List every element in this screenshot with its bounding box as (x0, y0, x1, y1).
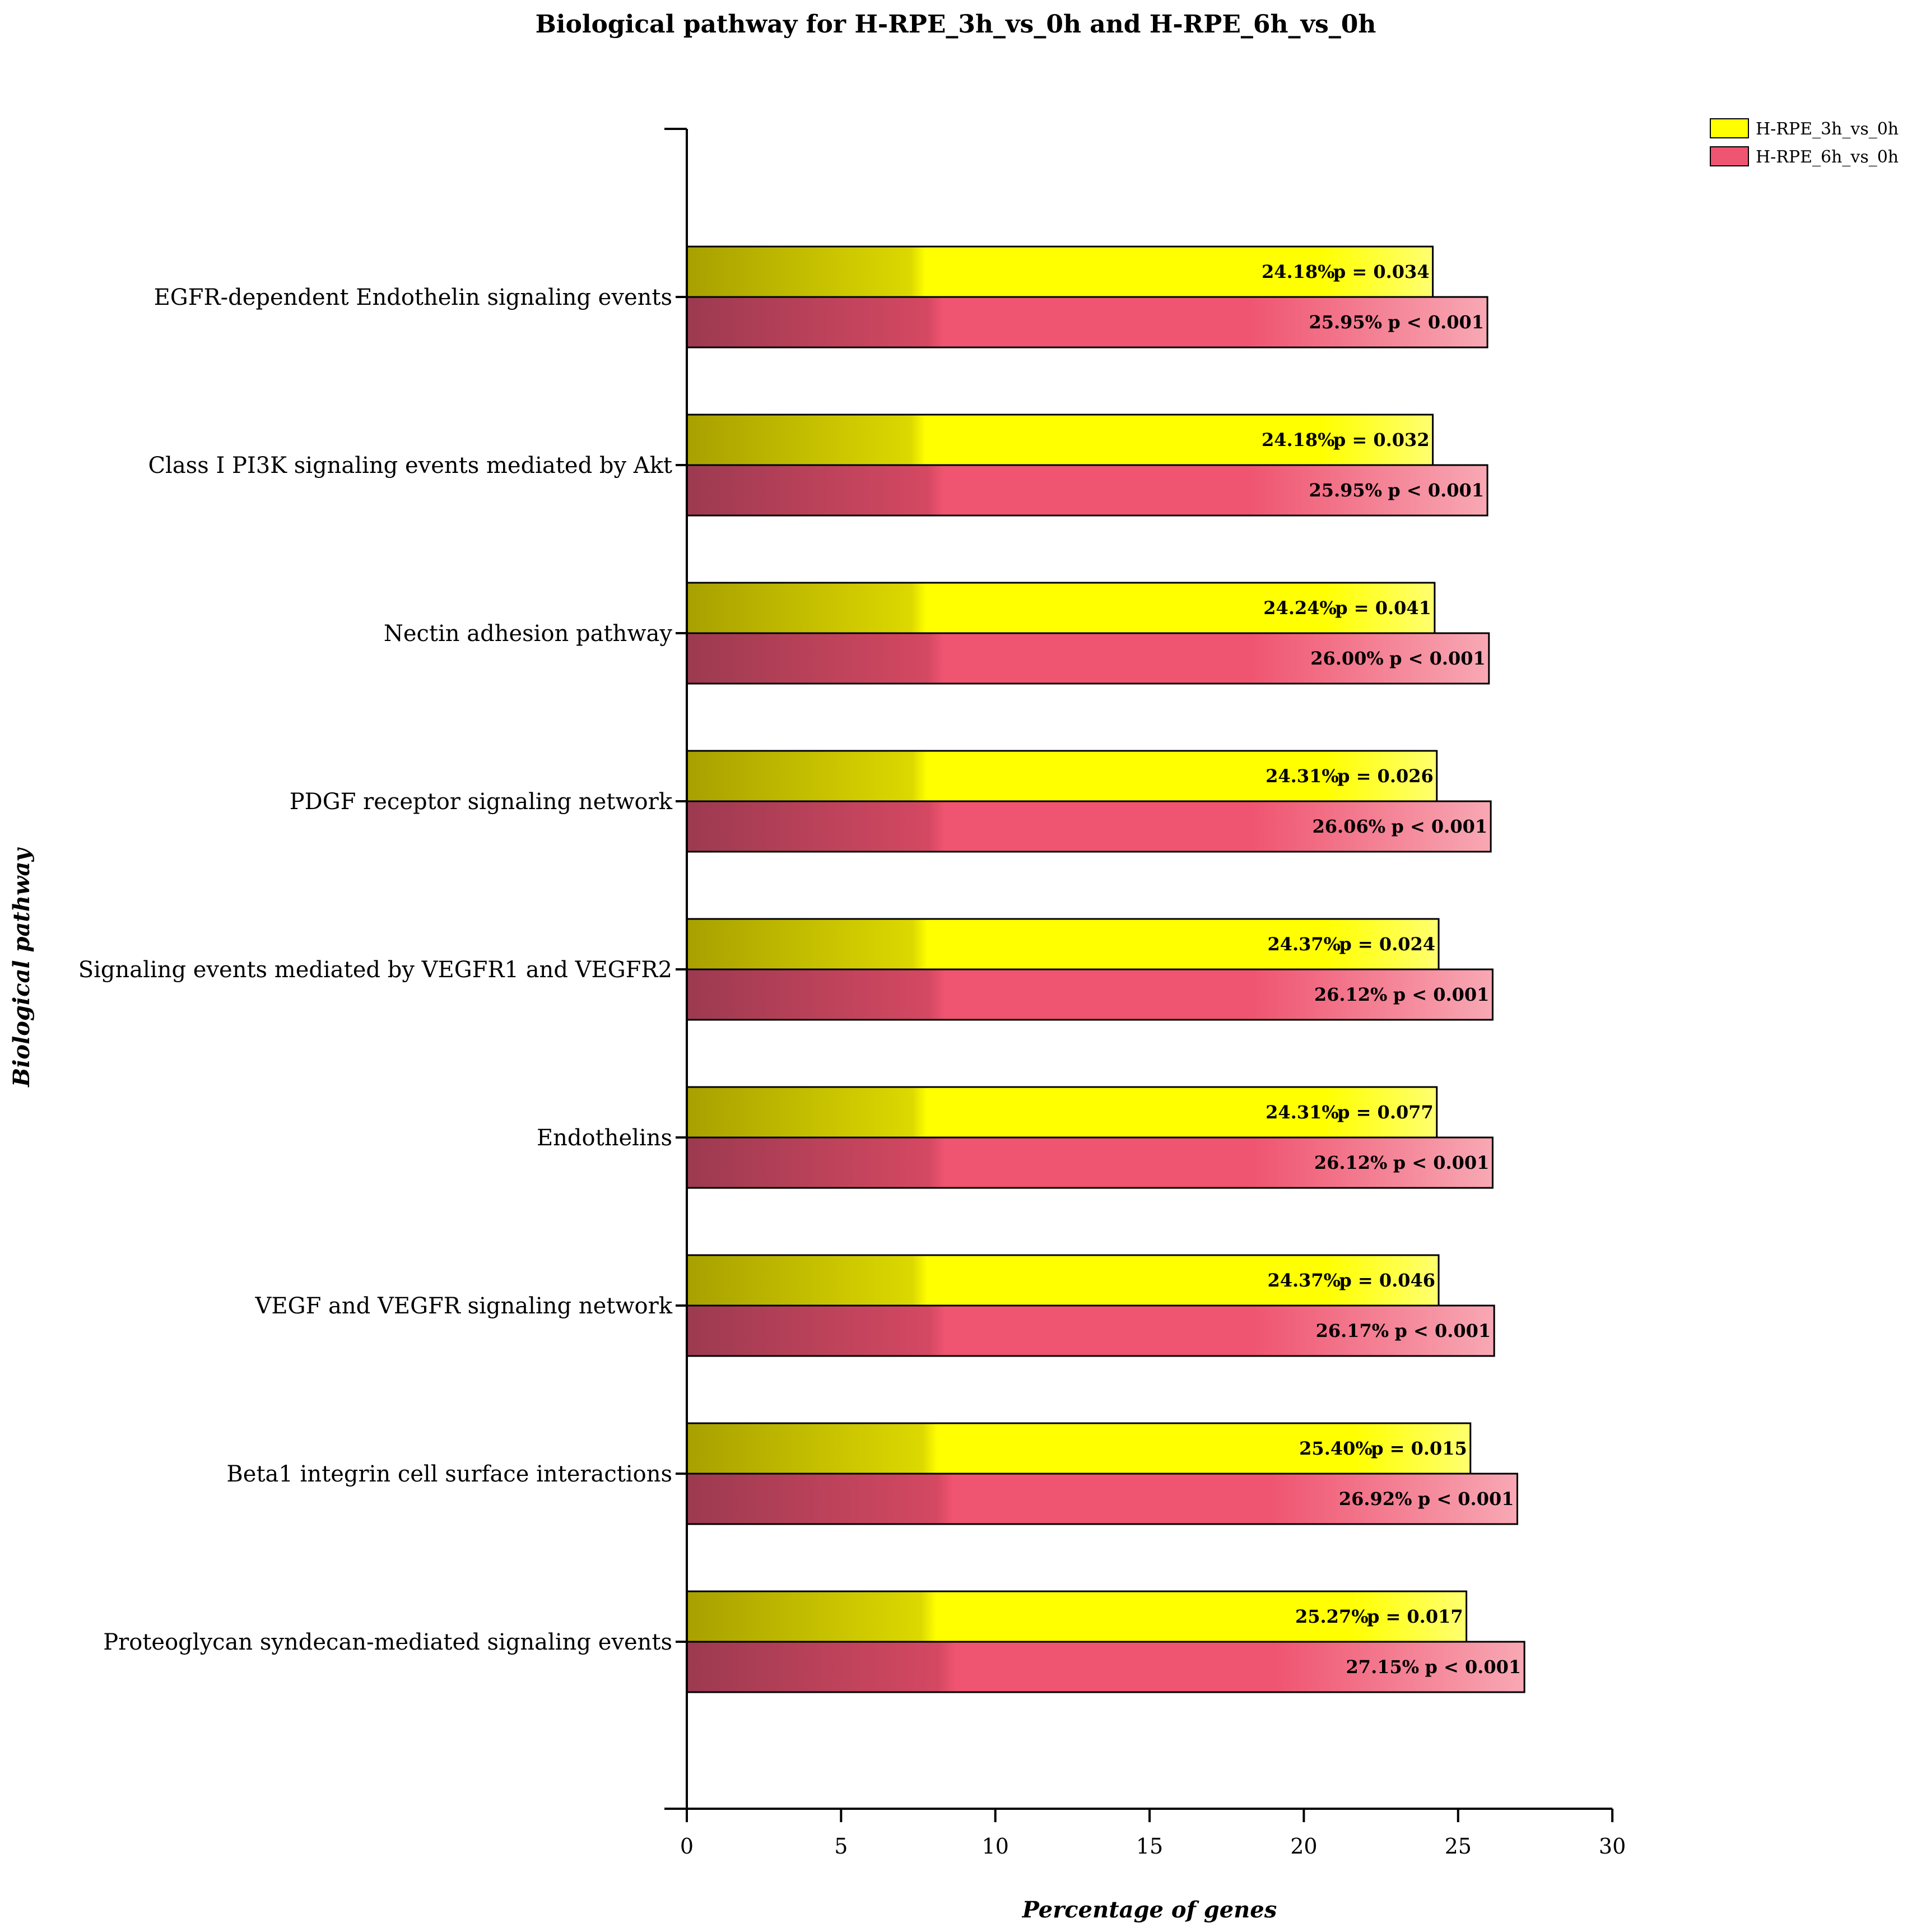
bar-value-label: 25.95% (1309, 312, 1382, 333)
bar-value-label: 26.17% (1316, 1320, 1389, 1341)
bar-p-label: p = 0.032 (1333, 429, 1430, 451)
legend-label-3h: H-RPE_3h_vs_0h (1756, 119, 1899, 139)
bar-p-label: p = 0.026 (1337, 765, 1434, 787)
bar-p-label: p = 0.041 (1335, 597, 1431, 619)
bar-p-label: p < 0.001 (1425, 1656, 1521, 1678)
x-axis-title: Percentage of genes (1022, 1897, 1277, 1923)
bar-value-label: 26.00% (1310, 648, 1384, 669)
category-label: PDGF receptor signaling network (290, 789, 673, 815)
bar-value-label: 26.06% (1313, 816, 1386, 837)
x-tick-label: 10 (982, 1834, 1009, 1859)
bar-6h-6 (686, 1304, 1495, 1357)
bar-value-label: 24.37% (1267, 1270, 1341, 1291)
x-tick-label: 0 (680, 1834, 694, 1859)
bar-p-label: p = 0.046 (1339, 1270, 1435, 1291)
bar-p-label: p = 0.077 (1337, 1102, 1434, 1123)
category-label: Endothelins (537, 1125, 672, 1151)
bar-value-label: 25.40% (1299, 1438, 1373, 1459)
category-label: VEGF and VEGFR signaling network (255, 1293, 673, 1319)
bar-3h-0 (686, 245, 1434, 298)
bar-value-label: 26.12% (1314, 1152, 1388, 1173)
bar-p-label: p = 0.017 (1367, 1606, 1463, 1627)
bar-6h-5 (686, 1136, 1494, 1189)
bar-p-label: p < 0.001 (1388, 480, 1484, 501)
category-label: Beta1 integrin cell surface interactions (226, 1461, 672, 1487)
category-label: EGFR-dependent Endothelin signaling even… (154, 285, 672, 310)
legend: H-RPE_3h_vs_0h H-RPE_6h_vs_0h (1710, 118, 1899, 167)
category-label: Signaling events mediated by VEGFR1 and … (78, 957, 672, 983)
x-tick-label: 30 (1599, 1834, 1626, 1859)
bar-value-label: 24.37% (1267, 934, 1341, 955)
legend-label-6h: H-RPE_6h_vs_0h (1756, 147, 1899, 167)
bar-3h-1 (686, 414, 1434, 466)
bar-p-label: p = 0.034 (1333, 261, 1430, 282)
bar-value-label: 25.27% (1295, 1606, 1369, 1627)
x-tick-label: 5 (834, 1834, 848, 1859)
bar-value-label: 24.31% (1266, 765, 1339, 787)
bar-p-label: p < 0.001 (1391, 816, 1487, 837)
x-tick-label: 15 (1136, 1834, 1163, 1859)
bar-3h-5 (686, 1086, 1438, 1139)
bar-value-label: 26.92% (1339, 1488, 1412, 1510)
x-tick-label: 25 (1445, 1834, 1472, 1859)
bar-value-label: 26.12% (1314, 984, 1388, 1005)
bar-p-label: p = 0.024 (1339, 934, 1435, 955)
bar-value-label: 24.18% (1262, 429, 1335, 451)
category-label: Class I PI3K signaling events mediated b… (148, 453, 672, 479)
bar-p-label: p < 0.001 (1393, 1152, 1490, 1173)
bar-6h-1 (686, 464, 1488, 517)
bar-p-label: p < 0.001 (1389, 648, 1486, 669)
bar-value-label: 24.24% (1263, 597, 1337, 619)
y-axis-title: Biological pathway (8, 847, 35, 1088)
bar-p-label: p < 0.001 (1393, 984, 1490, 1005)
bar-p-label: p < 0.001 (1395, 1320, 1491, 1341)
bar-value-label: 25.95% (1309, 480, 1382, 501)
category-label: Nectin adhesion pathway (384, 621, 673, 647)
legend-swatch-6h (1710, 146, 1749, 166)
bar-value-label: 27.15% (1346, 1656, 1420, 1678)
bar-6h-0 (686, 296, 1488, 349)
bar-p-label: p < 0.001 (1418, 1488, 1514, 1510)
legend-swatch-3h (1710, 118, 1749, 138)
chart-title: Biological pathway for H-RPE_3h_vs_0h an… (536, 10, 1376, 39)
category-label: Proteoglycan syndecan-mediated signaling… (103, 1629, 672, 1655)
bar-value-label: 24.18% (1262, 261, 1335, 282)
bar-p-label: p < 0.001 (1388, 312, 1484, 333)
x-tick-label: 20 (1290, 1834, 1317, 1859)
bar-value-label: 24.31% (1266, 1102, 1339, 1123)
bar-p-label: p = 0.015 (1371, 1438, 1467, 1459)
bar-6h-4 (686, 968, 1494, 1021)
axes-layer: EGFR-dependent Endothelin signaling even… (78, 128, 1626, 1859)
